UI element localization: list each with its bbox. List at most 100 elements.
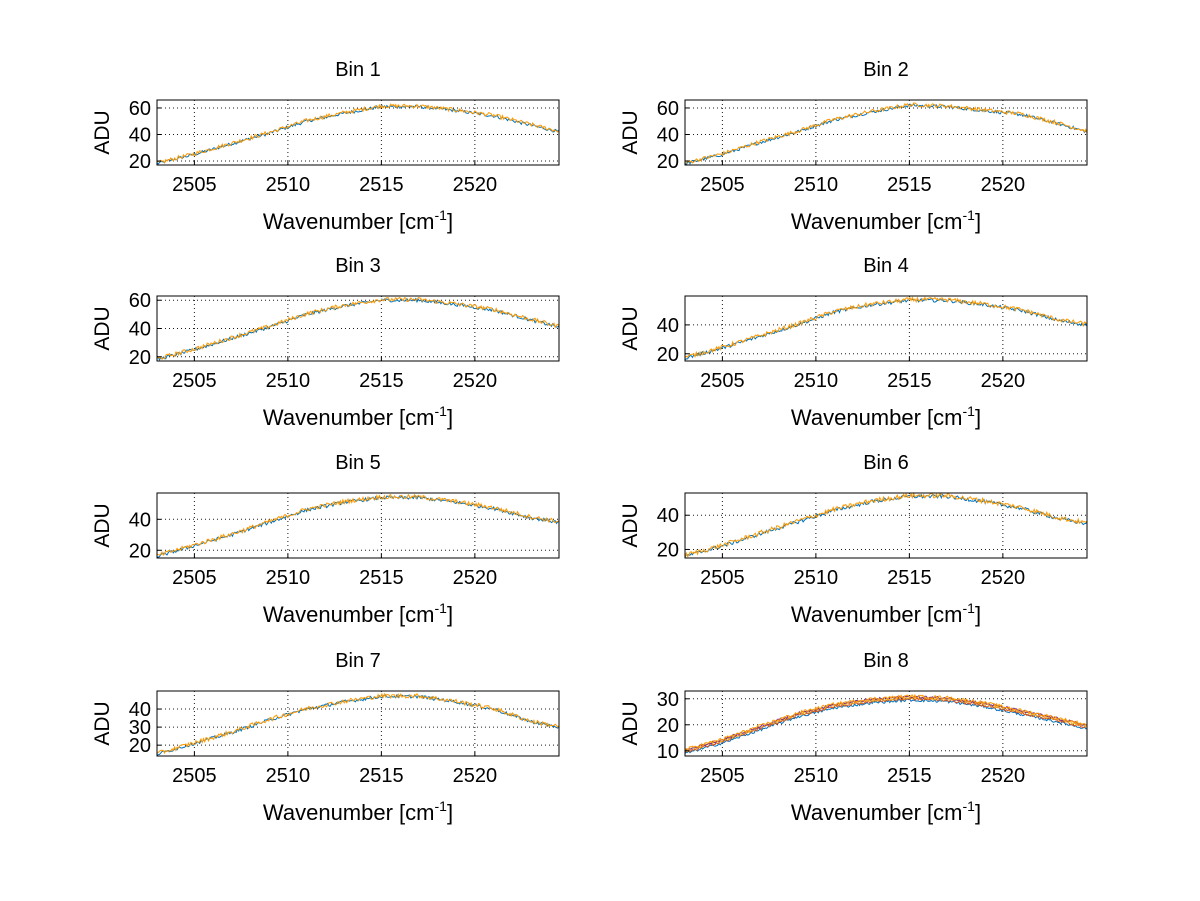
series-line-2 <box>684 491 1088 558</box>
subplot-bin-3: Bin 3 2505 2510 2515 2520 20 40 60 ADU Wavenumber… <box>91 255 560 430</box>
y-tick-label: 20 <box>657 151 679 173</box>
y-axis-label: ADU <box>619 306 642 350</box>
series-line-5 <box>684 693 1088 751</box>
y-axis-label: ADU <box>619 701 642 745</box>
x-tick-label: 2510 <box>266 567 311 589</box>
axes-box <box>156 99 560 166</box>
x-axis-label: Wavenumber [cm-1] <box>263 207 453 234</box>
series-line-1 <box>684 493 1088 558</box>
subplot-title: Bin 6 <box>863 452 909 474</box>
y-tick-label: 40 <box>129 699 151 721</box>
x-tick-label: 2510 <box>266 370 311 392</box>
subplot-title: Bin 3 <box>335 255 381 277</box>
series-line-2 <box>684 102 1088 164</box>
x-axis-label: Wavenumber [cm-1] <box>263 798 453 825</box>
x-axis-label: Wavenumber [cm-1] <box>263 403 453 430</box>
y-axis-label: ADU <box>91 503 114 547</box>
series-line-2 <box>684 697 1088 754</box>
subplot-bin-6: Bin 6 2505 2510 2515 2520 20 40 ADU Wavenumber [… <box>619 452 1088 627</box>
subplot-title: Bin 4 <box>863 255 909 277</box>
x-tick-label: 2520 <box>981 370 1026 392</box>
y-tick-label: 60 <box>129 290 151 312</box>
y-tick-label: 60 <box>657 98 679 120</box>
x-axis-label: Wavenumber [cm-1] <box>791 403 981 430</box>
subplot-title: Bin 5 <box>335 452 381 474</box>
subplot-bin-8: Bin 8 2505 2510 2515 2520 10 20 30 ADU Wavenumber… <box>619 650 1088 825</box>
y-tick-label: 40 <box>129 319 151 341</box>
y-axis-label: ADU <box>91 306 114 350</box>
x-tick-label: 2510 <box>794 567 839 589</box>
x-tick-label: 2520 <box>981 174 1026 196</box>
x-axis-label: Wavenumber [cm-1] <box>791 798 981 825</box>
x-axis-label: Wavenumber [cm-1] <box>791 600 981 627</box>
y-tick-label: 10 <box>657 741 679 763</box>
subplot-title: Bin 8 <box>863 650 909 672</box>
x-tick-label: 2510 <box>794 174 839 196</box>
x-tick-label: 2515 <box>887 567 932 589</box>
x-tick-label: 2510 <box>794 765 839 787</box>
x-tick-label: 2520 <box>453 567 498 589</box>
x-tick-label: 2505 <box>172 567 217 589</box>
series-line-2 <box>157 103 560 164</box>
x-tick-label: 2515 <box>359 765 404 787</box>
y-axis-label: ADU <box>619 110 642 154</box>
x-tick-label: 2505 <box>172 174 217 196</box>
series-line-2 <box>684 296 1088 359</box>
x-tick-label: 2515 <box>359 370 404 392</box>
axes-box <box>156 492 560 559</box>
y-tick-label: 20 <box>657 539 679 561</box>
y-axis-label: ADU <box>619 503 642 547</box>
y-tick-label: 20 <box>129 347 151 369</box>
axes-box <box>684 492 1088 559</box>
x-tick-label: 2515 <box>359 174 404 196</box>
axes-box <box>684 690 1088 757</box>
y-tick-label: 30 <box>129 717 151 739</box>
y-tick-label: 40 <box>657 505 679 527</box>
y-tick-label: 40 <box>129 124 151 146</box>
subplot-bin-4: Bin 4 2505 2510 2515 2520 20 40 ADU Wavenumber [… <box>619 255 1088 430</box>
subplot-title: Bin 2 <box>863 59 909 81</box>
x-tick-label: 2505 <box>700 765 745 787</box>
y-axis-label: ADU <box>91 110 114 154</box>
x-tick-label: 2515 <box>887 765 932 787</box>
y-tick-label: 60 <box>129 98 151 120</box>
axes-box <box>684 99 1088 166</box>
y-tick-label: 20 <box>129 540 151 562</box>
x-tick-label: 2505 <box>700 567 745 589</box>
x-tick-label: 2515 <box>887 174 932 196</box>
series-line-2 <box>156 692 560 755</box>
y-tick-label: 30 <box>657 689 679 711</box>
x-tick-label: 2520 <box>453 765 498 787</box>
y-tick-label: 20 <box>657 715 679 737</box>
x-tick-label: 2510 <box>794 370 839 392</box>
x-tick-label: 2505 <box>700 174 745 196</box>
x-tick-label: 2505 <box>172 765 217 787</box>
axes-box <box>684 295 1088 362</box>
x-tick-label: 2505 <box>700 370 745 392</box>
x-tick-label: 2515 <box>887 370 932 392</box>
y-tick-label: 40 <box>657 315 679 337</box>
subplot-bin-5: Bin 5 2505 2510 2515 2520 20 40 ADU Wavenumber [… <box>91 452 560 627</box>
x-tick-label: 2520 <box>453 174 498 196</box>
series-line-4 <box>684 695 1088 751</box>
y-tick-label: 20 <box>129 151 151 173</box>
x-axis-label: Wavenumber [cm-1] <box>791 207 981 234</box>
x-axis-label: Wavenumber [cm-1] <box>263 600 453 627</box>
x-tick-label: 2510 <box>266 765 311 787</box>
series-line-2 <box>156 493 560 556</box>
x-tick-label: 2520 <box>453 370 498 392</box>
x-tick-label: 2520 <box>981 567 1026 589</box>
y-tick-label: 40 <box>657 124 679 146</box>
subplot-bin-1: Bin 1 2505 2510 2515 2520 20 40 60 ADU Wavenumber… <box>91 59 560 234</box>
y-tick-label: 40 <box>129 509 151 531</box>
y-tick-label: 20 <box>129 735 151 757</box>
subplot-bin-2: Bin 2 2505 2510 2515 2520 20 40 60 ADU Wavenumber… <box>619 59 1088 234</box>
axes-box <box>156 690 560 757</box>
subplot-title: Bin 7 <box>335 650 381 672</box>
x-tick-label: 2520 <box>981 765 1026 787</box>
y-axis-label: ADU <box>91 701 114 745</box>
y-tick-label: 20 <box>657 344 679 366</box>
